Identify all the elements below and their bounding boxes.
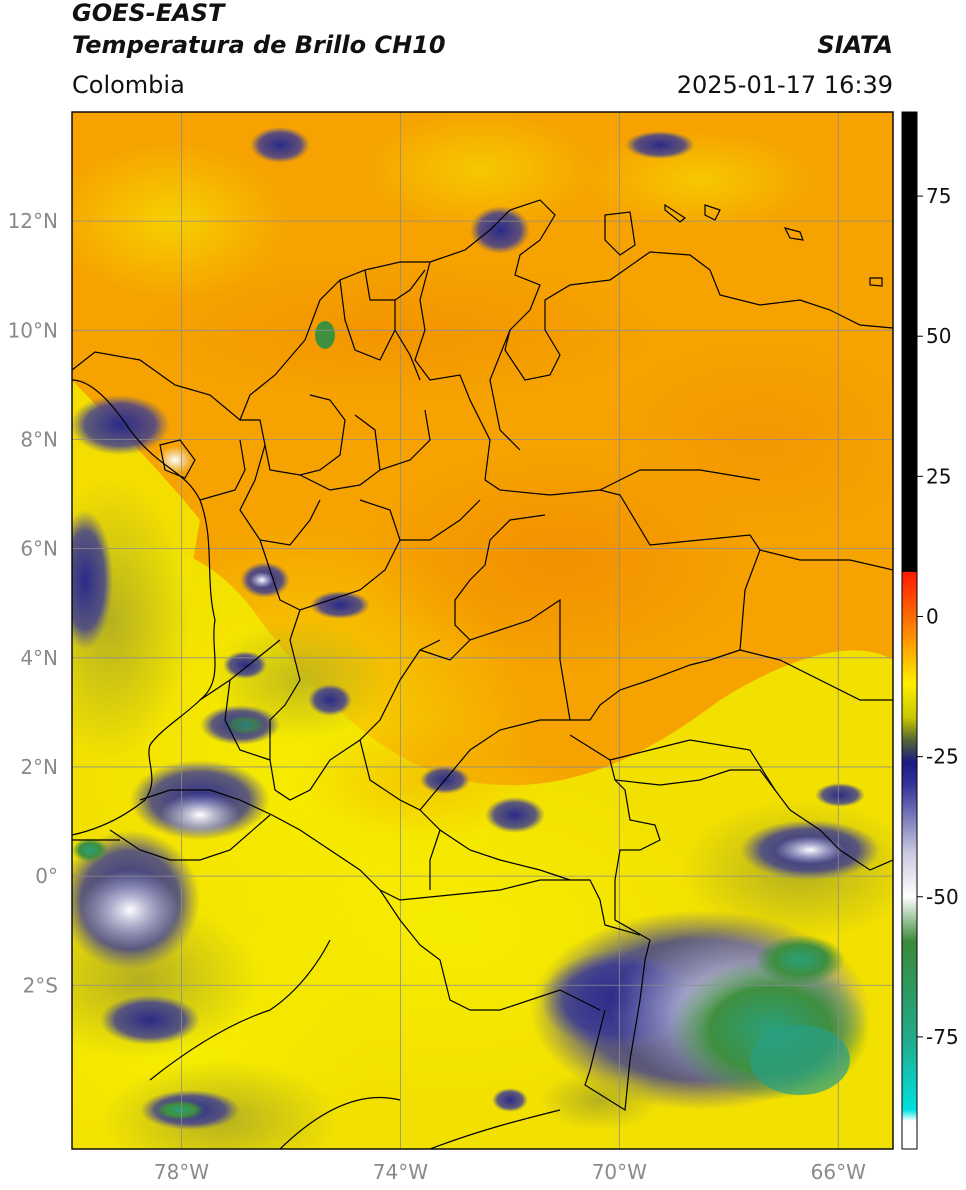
colorbar: 75 50 25 0 -25 -50 -75 bbox=[901, 111, 959, 1150]
colorbar-tick-label: -75 bbox=[926, 1025, 959, 1049]
colorbar-tick-label: -50 bbox=[926, 885, 959, 909]
lat-tick-label: 2°S bbox=[23, 973, 58, 997]
lon-tick-label: 66°W bbox=[811, 1160, 866, 1184]
colorbar-tick-label: 0 bbox=[926, 604, 939, 628]
satellite-title: GOES-EAST bbox=[72, 0, 225, 27]
colorbar-ticks: 75 50 25 0 -25 -50 -75 bbox=[917, 184, 959, 1049]
latitude-labels: 12°N 10°N 8°N 6°N 4°N 2°N 0° 2°S bbox=[8, 209, 58, 997]
region-label: Colombia bbox=[72, 71, 185, 99]
brand-label: SIATA bbox=[817, 31, 893, 59]
lon-tick-label: 74°W bbox=[373, 1160, 428, 1184]
lon-tick-label: 78°W bbox=[154, 1160, 209, 1184]
map-frame bbox=[71, 111, 894, 1150]
lon-tick-label: 70°W bbox=[592, 1160, 647, 1184]
colorbar-tick-label: 50 bbox=[926, 324, 951, 348]
colorbar-tick-label: 25 bbox=[926, 464, 951, 488]
datetime-label: 2025-01-17 16:39 bbox=[676, 71, 893, 99]
lat-tick-label: 12°N bbox=[8, 209, 58, 233]
product-title: Temperatura de Brillo CH10 bbox=[72, 31, 446, 59]
lat-tick-label: 8°N bbox=[20, 427, 58, 451]
lat-tick-label: 2°N bbox=[20, 755, 58, 779]
lat-tick-label: 10°N bbox=[8, 318, 58, 342]
cold-cloud-tops bbox=[72, 127, 880, 1130]
brightness-temperature-imagery bbox=[72, 112, 893, 1149]
colorbar-tick-label: -25 bbox=[926, 745, 959, 769]
colorbar-scale bbox=[901, 111, 918, 1150]
lat-tick-label: 0° bbox=[35, 864, 58, 888]
colorbar-tick-label: 75 bbox=[926, 184, 951, 208]
lat-tick-label: 4°N bbox=[20, 646, 58, 670]
lat-tick-label: 6°N bbox=[20, 537, 58, 561]
longitude-labels: 78°W 74°W 70°W 66°W bbox=[154, 1160, 866, 1184]
political-borders bbox=[72, 199, 893, 1149]
